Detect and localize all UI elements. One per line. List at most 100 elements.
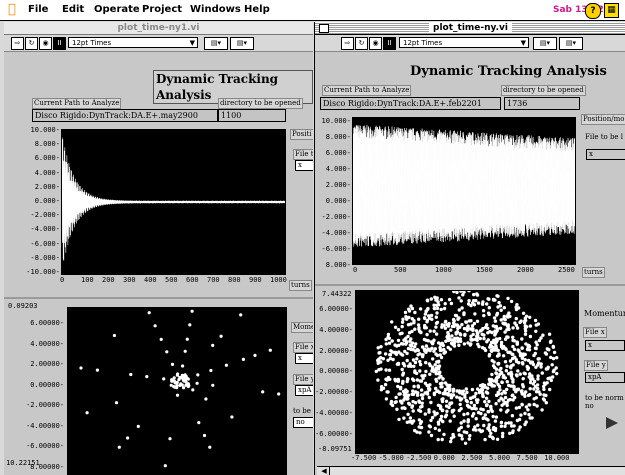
x-tick-label: 600 (186, 276, 199, 284)
file-field[interactable]: x (295, 160, 313, 171)
phase-point (511, 398, 515, 402)
help-icon[interactable]: ? (585, 3, 601, 19)
phase-point (474, 417, 478, 421)
phase-point (415, 378, 420, 382)
phase-point (496, 294, 500, 298)
distribute-icon[interactable]: ▤▾ (559, 37, 583, 50)
phase-point (427, 410, 431, 414)
left-toolbar: ⇨ ↻ ◉ II 12pt Times ▼ ▤▾ ▤▾ (4, 35, 313, 52)
stop-icon[interactable]: ◉ (39, 37, 52, 50)
y-tick-label: 2.000- (34, 182, 60, 191)
file-x-field[interactable]: x (295, 353, 313, 364)
phase-point (511, 430, 515, 435)
phase-point (129, 372, 133, 377)
app-icon[interactable]: ▦ (604, 3, 619, 18)
normalize-field[interactable]: no (585, 402, 594, 410)
run-icon[interactable]: ⇨ (11, 37, 24, 50)
time-waveform-plot[interactable] (61, 129, 286, 275)
menu-operate[interactable]: Operate (94, 4, 140, 15)
phase-point (204, 397, 208, 401)
phase-point (170, 362, 175, 366)
menu-windows[interactable]: Windows (190, 4, 241, 15)
path-field[interactable]: Disco Rigido:DynTrack:DA.E+.feb2201 (320, 97, 501, 110)
pause-icon[interactable]: II (383, 37, 396, 50)
run-icon[interactable]: ⇨ (341, 37, 354, 50)
run-continuous-icon[interactable]: ↻ (355, 37, 368, 50)
x-tick-label: -7.500 (351, 454, 377, 462)
directory-field[interactable]: 1736 (504, 97, 580, 110)
y-tick-label: 8.000- (325, 133, 351, 141)
path-field[interactable]: Disco Rigido:DynTrack:DA.E+.may2900 (32, 109, 218, 122)
file-y-field[interactable]: xpA (585, 372, 625, 383)
run-continuous-icon[interactable]: ↻ (25, 37, 38, 50)
horizontal-scrollbar[interactable]: ◀ (317, 466, 625, 475)
y-tick-label: -6.00000- (26, 442, 64, 450)
close-icon[interactable] (319, 24, 329, 33)
left-titlebar[interactable]: plot_time-ny1.vi (4, 22, 313, 35)
distribute-icon[interactable]: ▤▾ (230, 37, 254, 50)
file-x-field[interactable]: x (585, 340, 625, 351)
file-y-field[interactable]: xpA (295, 385, 313, 396)
right-titlebar[interactable]: plot_time-ny.vi (315, 22, 625, 35)
phase-point (504, 369, 509, 373)
phase-point (400, 320, 405, 324)
normalize-label: to be (293, 407, 311, 415)
phase-point (183, 349, 187, 353)
file-field[interactable]: x (586, 149, 625, 160)
phase-point (497, 300, 501, 305)
x-tick-label: 2.500 (461, 454, 483, 462)
phase-point (434, 325, 438, 329)
apple-icon[interactable]:  (8, 2, 16, 17)
phase-point (441, 391, 445, 396)
stop-icon[interactable]: ◉ (369, 37, 382, 50)
phase-point (377, 357, 381, 361)
phase-point (435, 306, 440, 311)
menu-file[interactable]: File (28, 4, 49, 15)
time-waveform-plot[interactable] (352, 117, 576, 265)
align-icon[interactable]: ▤▾ (204, 37, 228, 50)
directory-field[interactable]: 1100 (218, 109, 286, 122)
phase-point (532, 402, 536, 407)
menu-help[interactable]: Help (244, 4, 270, 15)
phase-point (472, 292, 476, 297)
page-heading: Dynamic Tracking Analysis (408, 64, 609, 80)
phase-space-plot[interactable] (67, 292, 287, 475)
phase-space-plot[interactable] (355, 289, 579, 454)
phase-point (230, 415, 234, 419)
font-select[interactable]: 12pt Times ▼ (399, 37, 529, 48)
phase-point (426, 384, 431, 388)
phase-point (533, 318, 538, 323)
x-tick-label: 1500 (476, 266, 493, 274)
phase-point (458, 390, 462, 395)
align-icon[interactable]: ▤▾ (533, 37, 557, 50)
phase-point (445, 409, 449, 413)
phase-point (542, 387, 546, 392)
normalize-field[interactable]: no (293, 417, 313, 428)
phase-point (460, 437, 464, 441)
phase-point (477, 389, 482, 393)
font-select[interactable]: 12pt Times ▼ (68, 37, 198, 48)
phase-point (456, 317, 460, 321)
phase-point (535, 343, 539, 347)
phase-point (397, 392, 401, 396)
phase-point (421, 376, 425, 380)
menu-edit[interactable]: Edit (62, 4, 85, 15)
y-tick-label: 6.000- (325, 149, 351, 157)
phase-point (489, 344, 494, 349)
phase-point (474, 407, 478, 411)
phase-point (526, 367, 530, 371)
scroll-left-icon[interactable]: ◀ (319, 467, 330, 475)
pause-icon[interactable]: II (53, 37, 66, 50)
menu-project[interactable]: Project (142, 4, 183, 15)
phase-point (433, 426, 437, 431)
phase-point (508, 359, 513, 363)
x-tick-label: 1000 (270, 276, 287, 284)
phase-point (402, 416, 406, 420)
arrow-right-icon[interactable] (606, 417, 618, 429)
phase-point (434, 386, 438, 391)
phase-point (500, 371, 504, 375)
phase-point (406, 396, 410, 401)
phase-point (384, 397, 389, 401)
phase-point (472, 412, 476, 416)
phase-point (423, 412, 427, 416)
